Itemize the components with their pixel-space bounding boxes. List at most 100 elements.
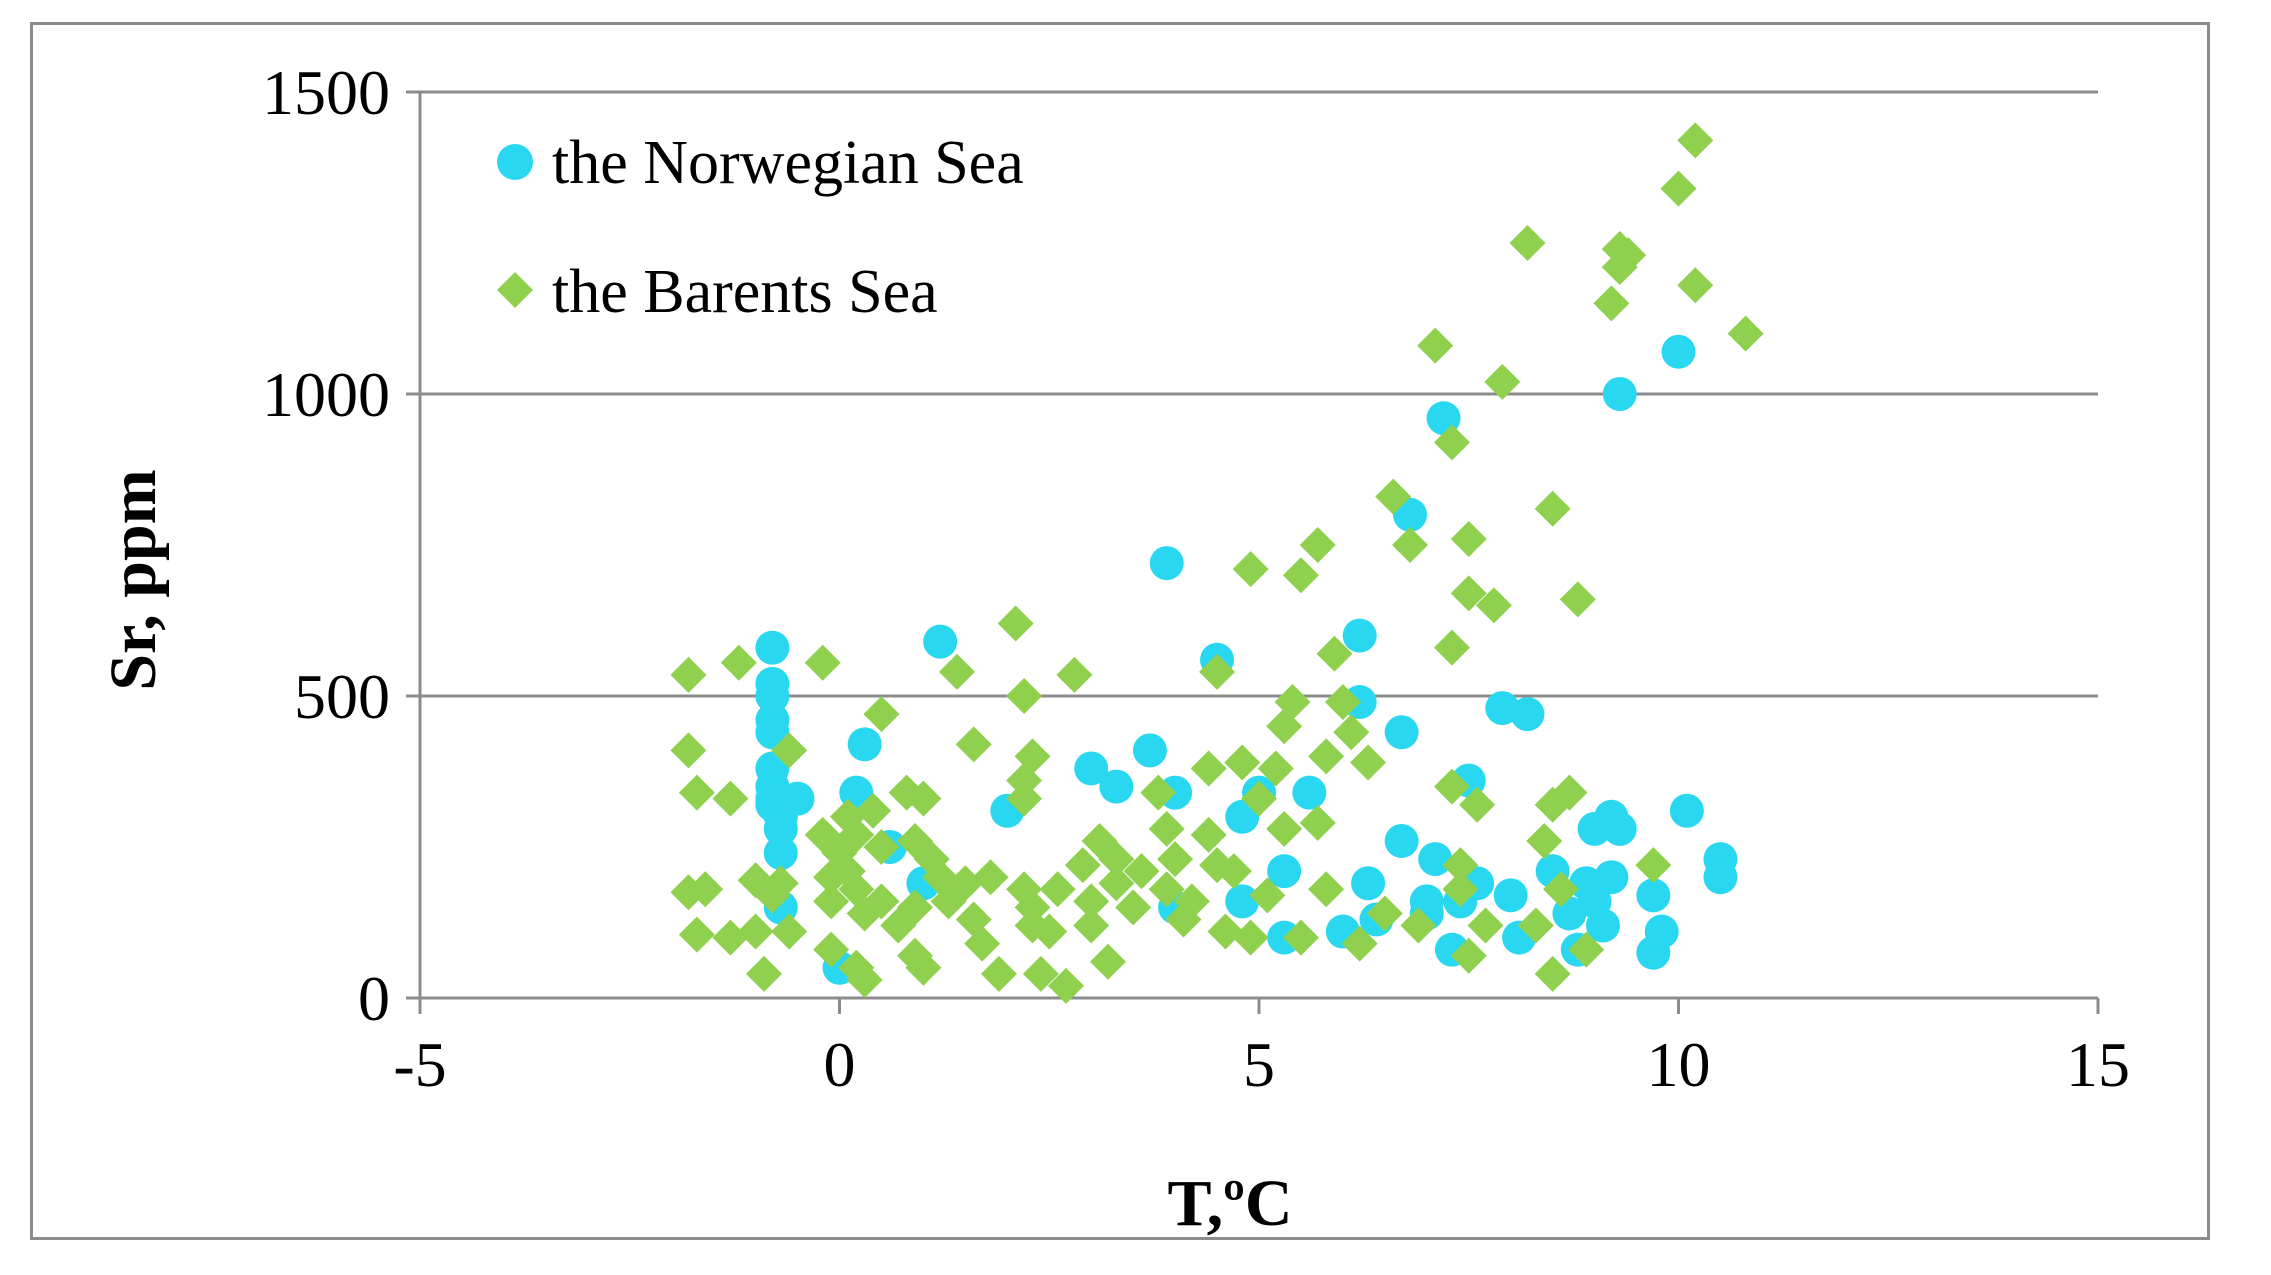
point-barents-sea — [1559, 581, 1596, 618]
point-barents-sea — [1014, 889, 1051, 926]
x-tick-label: 15 — [2066, 1029, 2130, 1100]
legend: the Norwegian Sea the Barents Sea — [497, 129, 1024, 326]
point-norwegian-sea — [923, 624, 958, 659]
point-barents-sea — [1249, 877, 1286, 914]
point-barents-sea — [1400, 907, 1437, 944]
point-barents-sea — [1190, 750, 1227, 787]
point-barents-sea — [1232, 551, 1269, 588]
point-barents-sea — [1442, 847, 1479, 884]
legend-label-norwegian-sea: the Norwegian Sea — [552, 129, 1024, 197]
point-barents-sea — [1266, 810, 1303, 847]
point-barents-sea — [997, 605, 1034, 642]
legend-marker-norwegian-sea — [497, 144, 533, 180]
point-barents-sea — [1450, 520, 1487, 557]
point-barents-sea — [1299, 804, 1336, 841]
point-barents-sea — [980, 955, 1017, 992]
point-barents-sea — [1232, 919, 1269, 956]
x-axis-title: T,ºC — [1167, 1167, 1292, 1240]
point-barents-sea — [1039, 871, 1076, 908]
point-barents-sea — [1089, 943, 1126, 980]
point-barents-sea — [1241, 780, 1277, 817]
point-barents-sea — [712, 919, 749, 956]
point-barents-sea — [1350, 744, 1387, 781]
point-barents-sea — [1543, 871, 1580, 908]
legend-marker-barents-sea — [497, 272, 533, 308]
point-barents-sea — [1073, 883, 1110, 920]
point-barents-sea — [1224, 744, 1261, 781]
data-points — [670, 122, 1764, 1004]
point-norwegian-sea — [780, 781, 815, 816]
point-barents-sea — [863, 829, 900, 865]
point-barents-sea — [1366, 895, 1403, 932]
point-barents-sea — [964, 925, 1001, 962]
point-barents-sea — [1433, 629, 1470, 666]
point-norwegian-sea — [1669, 793, 1704, 828]
point-norwegian-sea — [1510, 697, 1545, 732]
point-norwegian-sea — [1661, 334, 1696, 369]
point-barents-sea — [1064, 847, 1101, 884]
point-barents-sea — [1442, 871, 1479, 908]
point-norwegian-sea — [1594, 860, 1629, 895]
point-barents-sea — [670, 732, 707, 769]
point-norwegian-sea — [1342, 618, 1377, 653]
point-barents-sea — [1635, 847, 1672, 884]
point-barents-sea — [1677, 122, 1714, 159]
point-norwegian-sea — [1225, 884, 1260, 919]
point-barents-sea — [670, 656, 707, 693]
point-barents-sea — [712, 780, 749, 817]
series-barents-sea — [670, 122, 1764, 1004]
point-barents-sea — [947, 865, 984, 902]
point-barents-sea — [1199, 653, 1236, 690]
point-barents-sea — [754, 877, 791, 914]
point-barents-sea — [838, 816, 875, 853]
point-barents-sea — [1375, 478, 1412, 515]
point-norwegian-sea — [1074, 751, 1109, 786]
point-barents-sea — [1056, 656, 1093, 693]
point-norwegian-sea — [847, 727, 882, 762]
point-barents-sea — [804, 644, 841, 681]
point-barents-sea — [678, 774, 715, 811]
point-norwegian-sea — [1493, 878, 1528, 913]
point-barents-sea — [1727, 315, 1764, 352]
point-norwegian-sea — [1602, 811, 1637, 846]
point-barents-sea — [1190, 816, 1227, 853]
point-norwegian-sea — [755, 679, 790, 713]
point-barents-sea — [1148, 871, 1185, 908]
point-barents-sea — [1098, 865, 1135, 902]
point-barents-sea — [1534, 955, 1571, 992]
point-norwegian-sea — [1418, 842, 1453, 877]
point-barents-sea — [1140, 774, 1177, 811]
point-barents-sea — [1308, 738, 1345, 775]
point-barents-sea — [1308, 871, 1345, 908]
x-tick-label: -5 — [393, 1029, 446, 1100]
point-barents-sea — [1459, 786, 1496, 823]
point-barents-sea — [1551, 774, 1588, 811]
point-barents-sea — [955, 726, 992, 763]
point-barents-sea — [1123, 853, 1160, 890]
x-tick-label: 0 — [824, 1029, 856, 1100]
point-barents-sea — [1450, 937, 1487, 974]
point-barents-sea — [771, 913, 808, 950]
point-norwegian-sea — [755, 630, 790, 665]
point-barents-sea — [1282, 919, 1319, 956]
y-tick-label: 500 — [294, 661, 390, 732]
point-barents-sea — [846, 961, 883, 998]
point-norwegian-sea — [763, 811, 798, 846]
y-tick-label: 1500 — [262, 57, 390, 128]
point-barents-sea — [1022, 955, 1059, 992]
point-barents-sea — [1098, 841, 1135, 878]
point-barents-sea — [737, 913, 774, 950]
point-barents-sea — [1475, 587, 1512, 624]
point-barents-sea — [745, 955, 782, 992]
point-barents-sea — [813, 931, 850, 968]
point-barents-sea — [1610, 237, 1647, 274]
point-barents-sea — [1568, 931, 1605, 968]
y-tick-label: 0 — [358, 963, 390, 1034]
point-barents-sea — [1014, 738, 1051, 775]
y-tick-label: 1000 — [262, 359, 390, 430]
point-barents-sea — [1215, 853, 1252, 890]
point-barents-sea — [1392, 527, 1429, 563]
point-barents-sea — [1257, 750, 1294, 787]
point-barents-sea — [813, 883, 850, 920]
